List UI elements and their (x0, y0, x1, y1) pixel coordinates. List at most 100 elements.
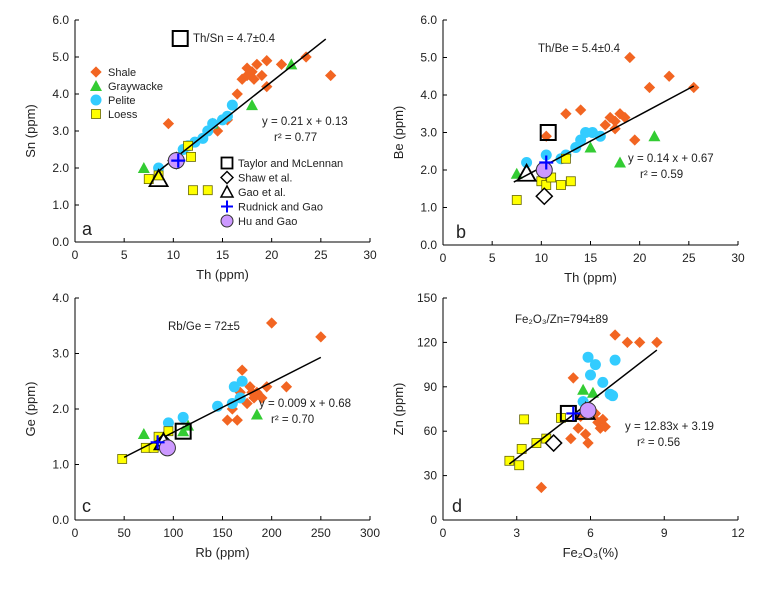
x-tick-label: 12 (731, 526, 745, 540)
shale-point (575, 104, 587, 116)
y-tick-label: 6.0 (420, 13, 437, 27)
pelite-legend-marker (90, 94, 102, 106)
pelite-point (609, 354, 621, 366)
x-tick-label: 0 (440, 251, 447, 265)
y-tick-label: 1.0 (52, 458, 69, 472)
x-tick-label: 30 (363, 248, 377, 262)
loess-point (186, 151, 196, 162)
shale-point (629, 134, 641, 146)
shaw-estimate-marker (535, 187, 554, 206)
regression-equation: y = 0.009 x + 0.68 (259, 398, 351, 410)
shale-point (266, 317, 278, 329)
pelite-point (177, 411, 189, 423)
shale-point (261, 55, 273, 67)
pelite-point (589, 359, 601, 371)
x-tick-label: 3 (513, 526, 520, 540)
pelite-point (597, 376, 609, 388)
x-tick-label: 50 (117, 526, 131, 540)
shale-point (624, 51, 636, 64)
y-tick-label: 5.0 (420, 51, 437, 65)
y-tick-label: 2.0 (52, 402, 69, 416)
regression-equation: y = 0.21 x + 0.13 (262, 116, 348, 128)
shale-point (582, 437, 594, 449)
regression-equation: y = 0.14 x + 0.67 (628, 153, 714, 165)
y-tick-label: 5.0 (52, 50, 69, 64)
shale-point (162, 117, 175, 130)
legend-label: Taylor and McLennan (238, 158, 343, 170)
taylor-estimate-marker (539, 124, 557, 141)
shale-point (609, 329, 621, 341)
x-tick-label: 20 (633, 251, 647, 265)
graywacke-point (250, 408, 263, 420)
graywacke-point (648, 130, 661, 142)
y-tick-label: 120 (417, 335, 437, 349)
rudnick-legend-marker (221, 200, 233, 213)
trend-line (158, 38, 327, 172)
shale-point (663, 70, 675, 82)
y-tick-label: 3.0 (52, 347, 69, 361)
rudnick-estimate-marker (539, 155, 554, 170)
x-tick-label: 10 (167, 248, 181, 262)
ratio-label: Th/Sn = 4.7±0.4 (193, 33, 276, 45)
ratio-label: Fe₂O₃/Zn=794±89 (515, 314, 608, 326)
r-squared: r² = 0.70 (271, 414, 314, 426)
y-tick-label: 90 (424, 380, 438, 394)
y-axis-label: Be (ppm) (391, 106, 406, 159)
x-tick-label: 30 (731, 251, 745, 265)
x-tick-label: 15 (584, 251, 598, 265)
x-tick-label: 15 (216, 248, 230, 262)
y-axis-label: Ge (ppm) (23, 382, 38, 437)
x-tick-label: 100 (163, 526, 183, 540)
x-tick-label: 200 (262, 526, 282, 540)
loess-legend-marker (91, 109, 101, 119)
pelite-point (521, 157, 533, 168)
legend-label: Pelite (108, 95, 136, 107)
pelite-point (607, 390, 619, 402)
shale-point (275, 58, 288, 71)
shale-point (643, 81, 656, 94)
legend-label: Shaw et al. (238, 173, 292, 185)
y-tick-label: 3.0 (52, 124, 69, 138)
ratio-label: Rb/Ge = 72±5 (168, 321, 240, 333)
r-squared: r² = 0.56 (637, 437, 680, 449)
x-tick-label: 0 (72, 526, 79, 540)
loess-point (514, 460, 525, 471)
shale-point (236, 364, 248, 376)
x-tick-label: 10 (535, 251, 549, 265)
y-tick-label: 4.0 (52, 87, 69, 101)
loess-point (565, 176, 576, 187)
pelite-point (236, 375, 248, 387)
hu-legend-marker (220, 214, 234, 228)
graywacke-point (285, 58, 298, 70)
pelite-point (207, 118, 219, 130)
x-tick-label: 0 (72, 248, 79, 262)
rudnick-estimate-marker (566, 406, 581, 421)
graywacke-point (177, 425, 190, 437)
graywacke-point (246, 99, 258, 111)
panel-letter: d (452, 496, 462, 516)
shale-point (634, 336, 646, 349)
pelite-point (540, 149, 552, 161)
y-tick-label: 150 (417, 291, 437, 305)
x-axis-label: Rb (ppm) (195, 545, 249, 560)
panel-b: 0 5 10 15 20 25 30 0.0 1.0 2.0 3.0 4.0 5.0 6.0 Th (ppm… (391, 13, 745, 285)
y-tick-label: 6.0 (52, 13, 69, 27)
graywacke-point (577, 383, 590, 395)
pelite-point (162, 417, 174, 429)
shale-point (621, 336, 634, 349)
loess-point (556, 180, 566, 190)
loess-point (202, 185, 213, 196)
shale-point (256, 392, 268, 404)
gao-estimate-marker (148, 168, 170, 188)
taylor-estimate-marker (171, 30, 189, 47)
shale-point (535, 481, 547, 494)
shale-point (560, 108, 572, 120)
y-tick-label: 0.0 (420, 238, 437, 252)
shale-point (599, 421, 611, 433)
x-axis-label: Fe₂O₃(%) (563, 545, 619, 560)
shale-point (231, 414, 243, 426)
x-tick-label: 5 (121, 248, 128, 262)
loess-point (519, 414, 530, 425)
